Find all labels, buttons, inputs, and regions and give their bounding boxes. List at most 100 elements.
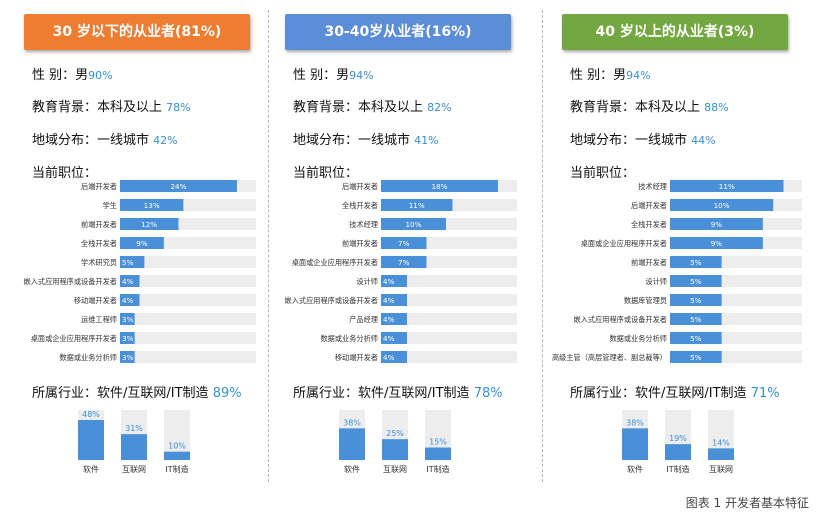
position-category-label: 技术经理 bbox=[638, 182, 667, 191]
position-bar-track bbox=[381, 294, 517, 306]
industry-label: 所属行业：软件/互联网/IT制造 bbox=[570, 386, 747, 401]
region-line: 地域分布：一线城市 41% bbox=[293, 129, 439, 148]
industry-category-label: 互联网 bbox=[709, 465, 733, 474]
region-label: 地域分布：一线城市 bbox=[293, 133, 411, 148]
education-line: 教育背景：本科及以上 78% bbox=[32, 96, 191, 115]
industry-value: 78% bbox=[473, 386, 503, 401]
position-value-label: 5% bbox=[690, 334, 702, 343]
panel-title: 30 岁以下的从业者(81%) bbox=[24, 14, 250, 50]
position-bar-track bbox=[381, 332, 517, 344]
industry-category-label: 软件 bbox=[83, 464, 99, 474]
position-bar bbox=[381, 237, 427, 249]
position-category-label: 设计师 bbox=[356, 277, 378, 286]
region-line: 地域分布：一线城市 44% bbox=[570, 129, 716, 148]
position-bar-track bbox=[120, 275, 256, 287]
industry-value-label: 15% bbox=[429, 438, 447, 447]
position-bar bbox=[670, 237, 763, 249]
position-category-label: 学生 bbox=[103, 201, 117, 210]
position-category-label: 后端开发者 bbox=[342, 182, 378, 191]
position-value-label: 9% bbox=[711, 220, 723, 229]
industry-value-label: 10% bbox=[168, 442, 186, 451]
position-bar bbox=[670, 351, 722, 363]
position-value-label: 7% bbox=[398, 258, 410, 267]
position-value-label: 7% bbox=[398, 239, 410, 248]
position-category-label: 后端开发者 bbox=[81, 182, 117, 191]
position-bar-track bbox=[120, 332, 256, 344]
position-category-label: 桌面或企业应用程序开发者 bbox=[31, 334, 117, 343]
region-label: 地域分布：一线城市 bbox=[570, 133, 688, 148]
industry-bar bbox=[382, 439, 408, 460]
gender-line: 性 别：男94% bbox=[293, 64, 374, 83]
industry-value: 89% bbox=[212, 386, 242, 401]
position-value-label: 9% bbox=[711, 239, 723, 248]
industry-bar bbox=[708, 448, 734, 460]
education-value: 82% bbox=[427, 101, 452, 114]
position-category-label: 嵌入式应用程序或设备开发者 bbox=[574, 315, 667, 324]
position-value-label: 5% bbox=[690, 258, 702, 267]
panel-charts: 后端开发者 18% 全栈开发者 11% 技术经理 10% 前端开发者 7% 桌面或企业应用程序开… bbox=[285, 180, 517, 474]
industry-bar bbox=[121, 434, 147, 460]
position-bar-track bbox=[381, 351, 517, 363]
education-value: 78% bbox=[166, 101, 191, 114]
position-category-label: 高级主管（高层管理者、副总裁等） bbox=[552, 353, 667, 362]
gender-line: 性 别：男90% bbox=[32, 64, 113, 83]
education-label: 教育背景：本科及以上 bbox=[293, 100, 424, 115]
position-value-label: 4% bbox=[122, 277, 134, 286]
position-bar bbox=[670, 275, 722, 287]
industry-value-label: 38% bbox=[343, 418, 361, 427]
position-value-label: 18% bbox=[431, 182, 447, 191]
panel-title: 40 岁以上的从业者(3%) bbox=[562, 14, 788, 50]
industry-value: 71% bbox=[750, 386, 780, 401]
industry-value-label: 38% bbox=[626, 418, 644, 427]
position-value-label: 4% bbox=[122, 296, 134, 305]
position-bar bbox=[381, 180, 498, 192]
industry-category-label: 互联网 bbox=[383, 465, 407, 474]
position-value-label: 5% bbox=[690, 315, 702, 324]
industry-bar bbox=[622, 428, 648, 460]
position-bar bbox=[670, 332, 722, 344]
industry-label: 所属行业：软件/互联网/IT制造 bbox=[293, 386, 470, 401]
position-bar bbox=[381, 332, 407, 344]
position-value-label: 10% bbox=[714, 201, 730, 210]
position-bar bbox=[381, 313, 407, 325]
industry-category-label: IT制造 bbox=[426, 464, 449, 474]
position-value-label: 5% bbox=[690, 296, 702, 305]
position-category-label: 前端开发者 bbox=[631, 258, 667, 267]
gender-value: 90% bbox=[88, 69, 113, 82]
position-bar bbox=[670, 256, 722, 268]
region-value: 44% bbox=[691, 134, 716, 147]
position-bar bbox=[120, 332, 135, 344]
position-bar bbox=[120, 199, 184, 211]
position-bar bbox=[670, 294, 722, 306]
position-category-label: 技术经理 bbox=[349, 220, 378, 229]
position-bar bbox=[120, 180, 237, 192]
region-value: 42% bbox=[153, 134, 178, 147]
position-bar bbox=[381, 199, 453, 211]
gender-value: 94% bbox=[626, 69, 651, 82]
position-category-label: 运维工程师 bbox=[81, 315, 117, 324]
position-bar bbox=[381, 294, 407, 306]
position-bar-track bbox=[381, 275, 517, 287]
position-category-label: 数据或业务分析师 bbox=[609, 334, 667, 343]
positions-title: 当前职位： bbox=[32, 166, 98, 181]
position-value-label: 9% bbox=[136, 239, 148, 248]
position-value-label: 4% bbox=[383, 296, 395, 305]
position-category-label: 全栈开发者 bbox=[81, 239, 117, 248]
panel-30-40: 30-40岁从业者(16%) 性 别：男94% 教育背景：本科及以上 82% 地… bbox=[285, 0, 555, 488]
position-bar bbox=[381, 351, 407, 363]
position-category-label: 前端开发者 bbox=[81, 220, 117, 229]
position-bar bbox=[670, 218, 763, 230]
panel-under-30: 30 岁以下的从业者(81%) 性 别：男90% 教育背景：本科及以上 78% … bbox=[24, 0, 294, 488]
position-value-label: 5% bbox=[690, 353, 702, 362]
position-value-label: 10% bbox=[405, 220, 421, 229]
gender-label: 性 别：男 bbox=[570, 68, 627, 83]
industry-category-label: 软件 bbox=[344, 464, 360, 474]
position-category-label: 桌面或企业应用程序开发者 bbox=[292, 258, 378, 267]
position-category-label: 移动端开发者 bbox=[335, 353, 378, 362]
education-value: 88% bbox=[704, 101, 729, 114]
position-value-label: 4% bbox=[383, 353, 395, 362]
position-bar bbox=[120, 275, 140, 287]
position-value-label: 4% bbox=[383, 315, 395, 324]
position-bar-track bbox=[120, 256, 256, 268]
panel-charts: 技术经理 11% 后端开发者 10% 全栈开发者 9% 桌面或企业应用程序开发者 9% 前端开发… bbox=[552, 180, 802, 474]
